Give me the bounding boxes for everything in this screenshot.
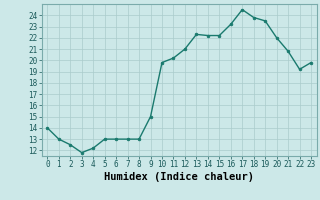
X-axis label: Humidex (Indice chaleur): Humidex (Indice chaleur) xyxy=(104,172,254,182)
